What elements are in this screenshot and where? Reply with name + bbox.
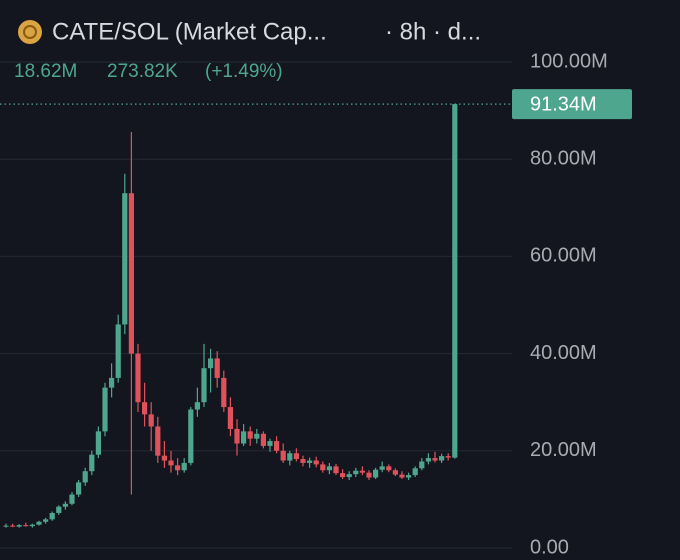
y-tick-label: 100.00M: [530, 50, 608, 72]
candle-body: [49, 513, 55, 520]
candle-body: [148, 414, 154, 427]
candle-body: [43, 519, 49, 522]
candle-body: [412, 468, 418, 476]
candle-body: [267, 441, 273, 446]
candle-body: [201, 368, 207, 403]
candle-body: [10, 525, 16, 527]
candle-body: [406, 475, 412, 478]
candle-body: [208, 358, 214, 369]
interval: · 8h · d...: [385, 18, 481, 45]
chart-title: CATE/SOL (Market Cap...: [52, 18, 327, 45]
candle-body: [122, 193, 128, 325]
candle-body: [300, 459, 306, 463]
candle-body: [29, 524, 35, 527]
candle-body: [161, 455, 167, 461]
last-value-box: [512, 89, 632, 120]
candle-body: [419, 461, 425, 469]
candle-body: [326, 466, 332, 471]
candle-body: [432, 458, 438, 461]
candle-body: [102, 387, 108, 432]
candle-body: [194, 402, 200, 410]
candle-body: [3, 525, 9, 527]
stat: 273.82K: [107, 61, 178, 82]
candle-body: [16, 525, 22, 527]
candle-body: [353, 470, 359, 475]
candle-body: [135, 353, 141, 403]
candle-body: [155, 426, 161, 456]
candle-body: [181, 462, 187, 471]
candle-body: [175, 465, 181, 471]
coin-icon-inner: [23, 25, 37, 39]
last-value-label: 91.34M: [530, 93, 597, 115]
candle-body: [36, 521, 42, 525]
stat: 18.62M: [14, 61, 77, 82]
y-tick-label: 40.00M: [530, 342, 597, 364]
candle-body: [359, 470, 365, 473]
candle-body: [214, 358, 220, 378]
candle-body: [89, 454, 95, 472]
candle-body: [234, 428, 240, 444]
candle-body: [392, 470, 398, 475]
candle-body: [452, 104, 458, 458]
y-tick-label: 80.00M: [530, 147, 597, 169]
candle-body: [386, 466, 392, 471]
candle-body: [128, 193, 134, 354]
candle-body: [445, 456, 451, 458]
y-tick-label: 0.00: [530, 536, 569, 558]
candle-body: [333, 466, 339, 474]
candle-body: [241, 431, 247, 444]
candle-body: [274, 441, 280, 451]
candle-body: [56, 506, 62, 514]
candle-body: [366, 472, 372, 478]
candle-body: [76, 482, 82, 495]
stat: (+1.49%): [205, 61, 283, 82]
y-tick-label: 60.00M: [530, 245, 597, 267]
candle-body: [260, 433, 266, 446]
candle-body: [69, 494, 75, 504]
candle-body: [346, 474, 352, 478]
y-tick-label: 20.00M: [530, 439, 597, 461]
candle-body: [227, 407, 233, 429]
candle-body: [439, 456, 445, 461]
candle-body: [313, 460, 319, 465]
candle-body: [109, 377, 115, 388]
candle-body: [399, 474, 405, 478]
candle-body: [221, 377, 227, 408]
candle-body: [168, 460, 174, 466]
candle-body: [379, 466, 385, 470]
candle-body: [95, 431, 101, 455]
candle-body: [425, 458, 431, 462]
candle-body: [115, 324, 121, 378]
candle-body: [373, 469, 379, 478]
candle-body: [82, 471, 88, 483]
candle-body: [23, 525, 29, 527]
candle-body: [307, 460, 313, 463]
candle-body: [293, 453, 299, 460]
candle-body: [142, 402, 148, 415]
candle-body: [340, 473, 346, 478]
candle-body: [254, 433, 260, 439]
candle-body: [287, 453, 293, 461]
candle-body: [188, 409, 194, 463]
coin-icon: [18, 20, 42, 44]
candle-body: [247, 431, 253, 439]
candle-body: [62, 503, 68, 507]
candle-body: [320, 464, 326, 471]
candle-body: [280, 450, 286, 461]
